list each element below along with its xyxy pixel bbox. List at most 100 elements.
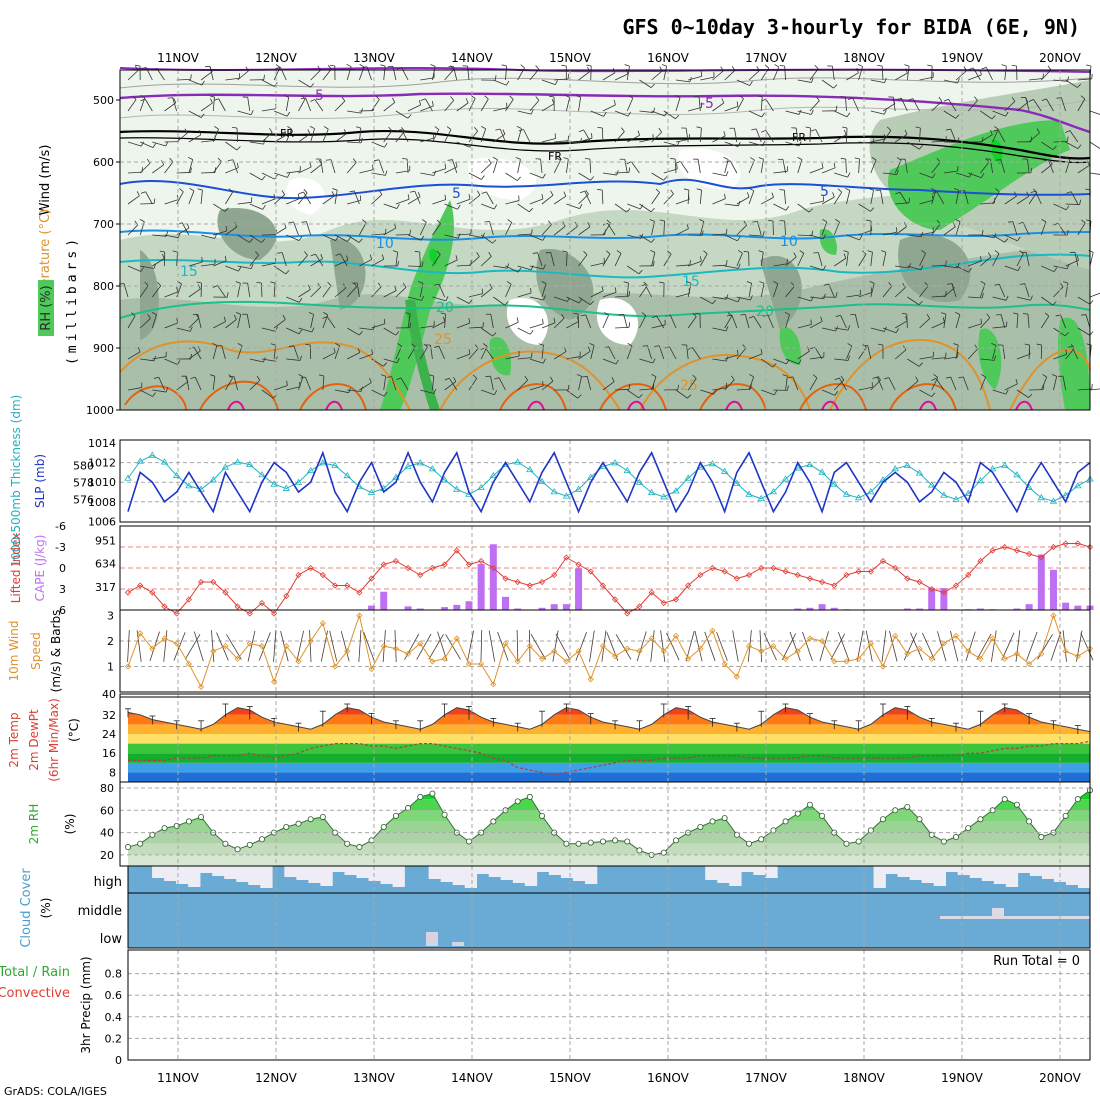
pressure-tick-800: 800	[93, 280, 114, 293]
lifted-index-point	[989, 547, 996, 554]
slp-tick-1012: 1012	[88, 457, 116, 470]
thickness-point	[246, 460, 254, 468]
thickness-point	[1049, 497, 1058, 504]
wind-speed-point	[782, 655, 789, 662]
thickness-point	[209, 476, 217, 483]
temp-tick-top: 40	[102, 688, 116, 701]
cloud-high-cell	[572, 866, 586, 881]
profile-panel: -5 -5 FR FR FR 5 5 10 10 15 15 20 20 25 …	[119, 64, 1100, 411]
thickness-point	[915, 469, 924, 476]
thickness-point	[233, 458, 242, 465]
wind-speed-point	[465, 660, 473, 668]
wind10m-axis: 3 2 1	[107, 610, 114, 674]
wind-speed-point	[405, 650, 412, 657]
lifted-index-point	[806, 575, 813, 582]
wind-speed-point	[356, 612, 363, 619]
precip-axis-label: 3hr Precip (mm)	[79, 956, 93, 1053]
wind-speed-point	[1001, 655, 1008, 662]
lifted-index-point	[514, 578, 521, 586]
lifted-index-point	[1074, 540, 1081, 547]
wind-speed-point	[892, 632, 899, 639]
lifted-index-point	[441, 561, 448, 568]
lifted-index-point	[149, 589, 156, 596]
lifted-index-tick-6: 6	[59, 604, 66, 617]
rh-tick-40: 40	[100, 827, 114, 840]
lifted-index-point	[502, 575, 509, 582]
rh-point	[392, 812, 399, 819]
rh-point	[599, 838, 606, 845]
thickness-point	[526, 465, 534, 473]
thickness-slp-panel: 580 578 576 1014 1012 1010 1008 1006 1000-500m…	[9, 395, 1094, 567]
cape-bar	[465, 601, 473, 610]
cloud-high-cell	[1077, 866, 1091, 888]
lifted-index-point	[478, 557, 485, 565]
thickness-tick-578: 578	[73, 477, 94, 490]
pressure-tick-700: 700	[93, 218, 114, 231]
wind-tick-3: 3	[107, 610, 114, 623]
thickness-point	[562, 492, 571, 499]
thickness-point	[684, 474, 692, 481]
wind-speed-point	[794, 648, 801, 655]
wind-speed-point	[636, 648, 643, 655]
wind-speed-point	[295, 658, 302, 665]
date-top-19NOV: 19NOV	[941, 51, 983, 65]
rh-point	[843, 840, 850, 847]
cloud-high-cell	[548, 866, 562, 875]
rh-point	[198, 813, 205, 820]
thickness-point	[1013, 471, 1021, 478]
thickness-point	[1037, 494, 1045, 501]
lifted-index-point	[758, 564, 765, 572]
thickness-point	[148, 451, 157, 458]
cloud-high-cell	[957, 866, 971, 875]
wind-speed-point	[831, 658, 838, 665]
wind-speed-point	[977, 655, 984, 662]
lifted-index-point	[831, 582, 838, 589]
cape-bar	[416, 608, 424, 610]
thickness-point	[745, 490, 753, 497]
cloud-high-cell	[236, 866, 249, 882]
thickness-point	[988, 465, 997, 472]
wind-speed-point	[952, 632, 960, 639]
rh-point	[173, 822, 180, 829]
lifted-index-point	[599, 582, 606, 589]
cape-bar	[1013, 608, 1021, 610]
thickness-point	[952, 495, 960, 502]
lifted-index-point	[417, 571, 424, 579]
lifted-index-point	[928, 585, 935, 593]
wind-speed-point	[1013, 650, 1021, 657]
temp-tick-16: 16	[102, 747, 116, 760]
thickness-point	[294, 478, 303, 485]
thickness-point	[416, 459, 424, 466]
svg-text:-5: -5	[310, 88, 324, 104]
wind-speed-point	[563, 658, 570, 665]
thickness-point	[574, 485, 583, 492]
rh-point	[246, 841, 253, 848]
lifted-index-tick--3: -3	[55, 541, 66, 554]
slp-tick-1014: 1014	[88, 437, 116, 450]
thickness-point	[440, 476, 449, 483]
cloud-high-cell	[717, 866, 730, 883]
wind-speed-point	[612, 653, 619, 660]
rh-point	[794, 810, 801, 817]
svg-text:10: 10	[780, 234, 798, 250]
rh-point	[356, 844, 363, 851]
date-bottom-13NOV: 13NOV	[353, 1071, 395, 1085]
date-top-15NOV: 15NOV	[549, 51, 591, 65]
legend-rh: RH (%)	[39, 285, 54, 330]
wind-speed-point	[879, 663, 887, 670]
cloud-low-cell	[426, 932, 438, 946]
svg-text:-5: -5	[700, 96, 714, 112]
wind-speed-point	[514, 658, 521, 665]
lifted-index-tick--6: -6	[55, 520, 66, 533]
cloud-high-cell	[200, 866, 213, 873]
cape-bar	[562, 604, 570, 610]
cloud-high-cell	[885, 866, 898, 874]
cloud-high-cell	[765, 866, 778, 878]
date-axis-bottom: 11NOV 12NOV 13NOV 14NOV 15NOV 16NOV 17NOV 18NOV…	[157, 1071, 1081, 1085]
lifted-index-point	[1013, 547, 1021, 554]
svg-text:15: 15	[180, 264, 198, 280]
thickness-point	[623, 466, 631, 473]
date-top-18NOV: 18NOV	[843, 51, 885, 65]
rh-point	[185, 818, 192, 825]
rh-tick-80: 80	[100, 782, 114, 795]
